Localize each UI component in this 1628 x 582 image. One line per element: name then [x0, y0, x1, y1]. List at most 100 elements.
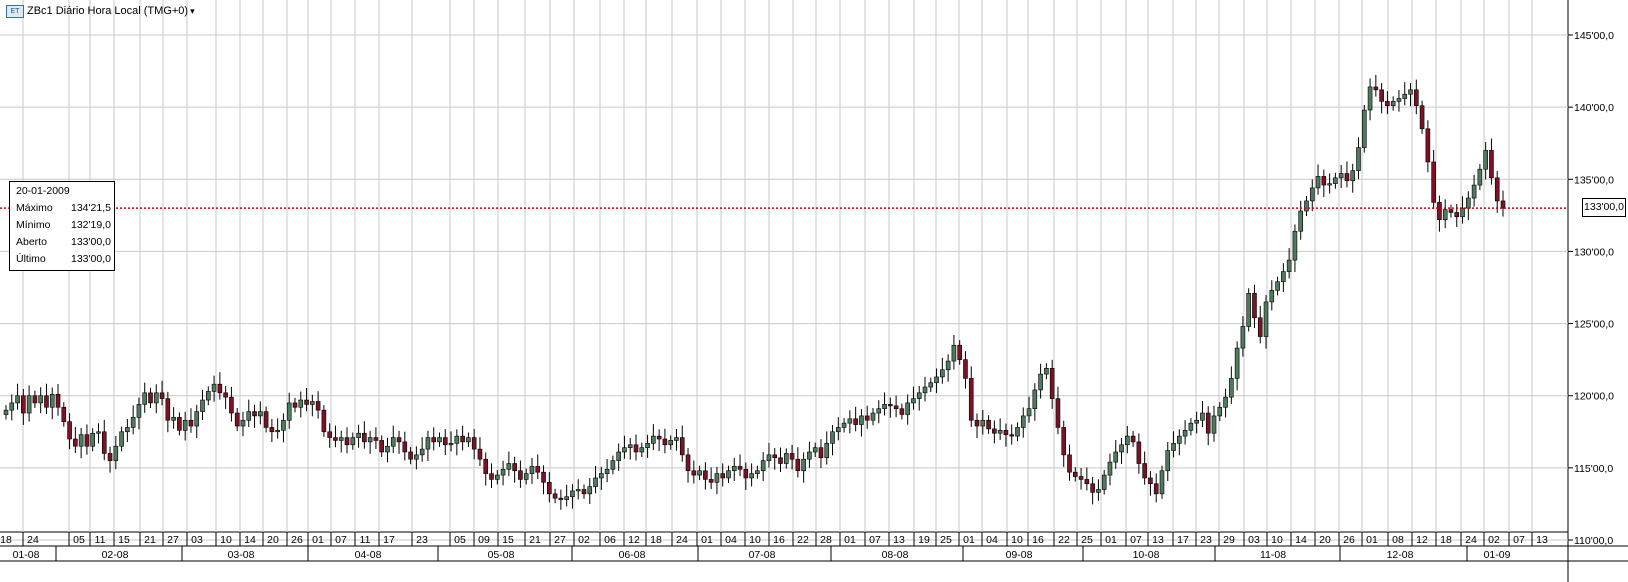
candle-body [390, 437, 396, 447]
candle-body [697, 470, 702, 476]
candle-body [1130, 435, 1136, 443]
x-day-label: 07 [869, 534, 881, 546]
x-day-label: 14 [1295, 534, 1307, 546]
x-day-label: 01 [701, 534, 713, 546]
x-day-label: 05 [454, 534, 466, 546]
candle-body [367, 437, 373, 443]
candle-body [1020, 415, 1026, 428]
candle-body [1448, 209, 1454, 213]
candle-body [940, 369, 945, 378]
candle-body [668, 440, 673, 446]
x-day-label: 15 [118, 534, 130, 546]
candle-body [731, 466, 737, 472]
candle-body [512, 463, 517, 472]
candle-body [1090, 483, 1095, 493]
candle-body [1015, 427, 1020, 437]
candle-body [1252, 292, 1257, 319]
candle-body [1142, 463, 1147, 479]
candle-body [1275, 281, 1280, 291]
x-day-label: 17 [383, 534, 395, 546]
x-day-label: 24 [676, 534, 688, 546]
info-label: Aberto [16, 236, 47, 248]
candle-body [616, 451, 621, 461]
x-day-label: 02 [1488, 534, 1500, 546]
candle-body [899, 408, 905, 415]
candle-body [795, 458, 801, 472]
info-value: 132'19,0 [71, 219, 111, 231]
candle-body [743, 468, 749, 479]
candle-body [125, 427, 130, 433]
x-day-label: 03 [1248, 534, 1260, 546]
x-day-label: 04 [725, 534, 737, 546]
candle-body [177, 417, 182, 431]
candle-body [714, 473, 720, 483]
x-day-label: 01 [1366, 534, 1378, 546]
candle-body [310, 401, 315, 405]
info-row-max: Máximo 134'21,5 [16, 200, 111, 217]
candle-body [419, 448, 425, 456]
candle-body [281, 419, 286, 431]
candle-body [859, 415, 864, 425]
candle-body [1471, 184, 1477, 199]
x-day-label: 17 [1177, 534, 1189, 546]
x-day-label: 07 [1513, 534, 1525, 546]
candle-body [269, 427, 275, 433]
candle-body [350, 437, 356, 446]
x-day-label: 07 [335, 534, 347, 546]
candle-body [726, 470, 731, 479]
candle-body [651, 435, 656, 444]
x-day-label: 24 [1465, 534, 1477, 546]
candle-body [1333, 177, 1338, 184]
x-month-label: 01-08 [13, 549, 40, 561]
candle-body [1107, 461, 1113, 476]
candle-body [67, 421, 72, 440]
candle-body [847, 418, 853, 424]
candle-body [1321, 176, 1327, 186]
chevron-down-icon[interactable]: ▾ [190, 5, 195, 16]
candle-body [772, 454, 778, 459]
candle-body [535, 466, 541, 473]
x-day-label: 26 [291, 534, 303, 546]
candle-body [1298, 210, 1304, 232]
candle-body [327, 431, 332, 438]
candle-body [888, 404, 893, 407]
candle-body [304, 399, 309, 405]
x-month-label: 11-08 [1260, 549, 1286, 561]
candle-body [836, 427, 841, 433]
candle-body [448, 443, 454, 446]
candle-body [928, 382, 934, 388]
candle-body [1171, 443, 1176, 451]
candle-body [1038, 373, 1043, 391]
chart-legend[interactable]: ET ZBc1 Diário Hora Local (TMG+0) ▾ [6, 3, 195, 19]
candle-body [471, 437, 477, 450]
candle-body [1009, 434, 1015, 437]
candle-body [801, 458, 806, 472]
candle-body [165, 398, 171, 421]
candle-body [691, 470, 697, 476]
info-value: 133'00,0 [71, 253, 111, 265]
x-day-label: 12 [1416, 534, 1428, 546]
x-day-label: 06 [604, 534, 616, 546]
candle-body [101, 431, 107, 454]
candle-body [408, 451, 413, 460]
candle-body [234, 412, 240, 427]
candle-body [957, 344, 962, 360]
candle-body [639, 447, 645, 453]
candle-body [1194, 419, 1199, 424]
y-tick-label: 120'00,0 [1574, 391, 1614, 403]
candle-body [483, 458, 489, 474]
candle-body [518, 470, 523, 480]
x-day-label: 12 [628, 534, 640, 546]
candle-body [107, 453, 113, 461]
candle-body [720, 473, 726, 479]
x-month-label: 04-08 [355, 549, 382, 561]
candle-body [864, 415, 870, 421]
candle-body [286, 402, 292, 421]
candle-body [437, 437, 442, 443]
x-month-label: 09-08 [1006, 549, 1033, 561]
candle-body [21, 395, 26, 414]
candle-body [1390, 101, 1396, 107]
candle-body [593, 477, 598, 487]
candle-body [575, 489, 581, 492]
